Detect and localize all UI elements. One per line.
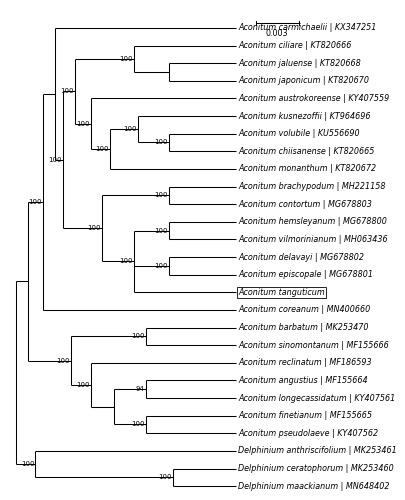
Text: Delphinium maackianum | MN648402: Delphinium maackianum | MN648402 (238, 482, 390, 490)
Text: Aconitum angustius | MF155664: Aconitum angustius | MF155664 (238, 376, 368, 385)
Text: 100: 100 (158, 474, 172, 480)
Text: 100: 100 (29, 199, 42, 205)
Text: Aconitum longecassidatum | KY407561: Aconitum longecassidatum | KY407561 (238, 394, 396, 402)
Text: Aconitum brachypodum | MH221158: Aconitum brachypodum | MH221158 (238, 182, 386, 191)
Text: 100: 100 (119, 258, 132, 264)
Text: Delphinium anthriscifolium | MK253461: Delphinium anthriscifolium | MK253461 (238, 446, 397, 456)
Text: 100: 100 (123, 126, 136, 132)
Text: 100: 100 (60, 88, 74, 94)
Text: Aconitum episcopale | MG678801: Aconitum episcopale | MG678801 (238, 270, 373, 279)
Text: 100: 100 (76, 121, 90, 127)
Text: Aconitum volubile | KU556690: Aconitum volubile | KU556690 (238, 129, 360, 138)
Text: 100: 100 (154, 228, 168, 234)
Text: 100: 100 (154, 192, 168, 198)
Text: Aconitum barbatum | MK253470: Aconitum barbatum | MK253470 (238, 323, 369, 332)
Text: 0.003: 0.003 (266, 29, 288, 38)
Text: 100: 100 (21, 461, 34, 467)
Text: Aconitum coreanum | MN400660: Aconitum coreanum | MN400660 (238, 306, 371, 314)
Text: Aconitum pseudolaeve | KY407562: Aconitum pseudolaeve | KY407562 (238, 429, 378, 438)
Text: Aconitum austrokoreense | KY407559: Aconitum austrokoreense | KY407559 (238, 94, 390, 103)
Text: Aconitum chiisanense | KT820665: Aconitum chiisanense | KT820665 (238, 147, 375, 156)
Text: Aconitum monanthum | KT820672: Aconitum monanthum | KT820672 (238, 164, 376, 173)
Text: 100: 100 (56, 358, 70, 364)
Text: 94: 94 (135, 386, 144, 392)
Text: 100: 100 (131, 334, 144, 340)
Text: Aconitum sinomontanum | MF155666: Aconitum sinomontanum | MF155666 (238, 340, 389, 349)
Text: Aconitum hemsleyanum | MG678800: Aconitum hemsleyanum | MG678800 (238, 218, 387, 226)
Text: Aconitum carmichaelii | KX347251: Aconitum carmichaelii | KX347251 (238, 24, 377, 32)
Text: Aconitum jaluense | KT820668: Aconitum jaluense | KT820668 (238, 58, 361, 68)
Text: 100: 100 (48, 157, 62, 163)
Text: 100: 100 (119, 56, 132, 62)
Text: 100: 100 (131, 422, 144, 428)
Text: Aconitum reclinatum | MF186593: Aconitum reclinatum | MF186593 (238, 358, 372, 368)
Text: 100: 100 (154, 140, 168, 145)
Text: Aconitum kusnezoffii | KT964696: Aconitum kusnezoffii | KT964696 (238, 112, 371, 120)
Text: 100: 100 (154, 263, 168, 269)
Text: Delphinium ceratophorum | MK253460: Delphinium ceratophorum | MK253460 (238, 464, 394, 473)
Text: Aconitum tanguticum: Aconitum tanguticum (238, 288, 325, 297)
Text: Aconitum vilmorinianum | MH063436: Aconitum vilmorinianum | MH063436 (238, 235, 388, 244)
Text: 100: 100 (96, 146, 109, 152)
Text: 100: 100 (76, 382, 90, 388)
Text: Aconitum japonicum | KT820670: Aconitum japonicum | KT820670 (238, 76, 369, 86)
Text: Aconitum ciliare | KT820666: Aconitum ciliare | KT820666 (238, 41, 352, 50)
Text: Aconitum finetianum | MF155665: Aconitum finetianum | MF155665 (238, 411, 372, 420)
Text: 100: 100 (87, 226, 101, 232)
Text: Aconitum contortum | MG678803: Aconitum contortum | MG678803 (238, 200, 372, 208)
Text: Aconitum delavayi | MG678802: Aconitum delavayi | MG678802 (238, 252, 364, 262)
